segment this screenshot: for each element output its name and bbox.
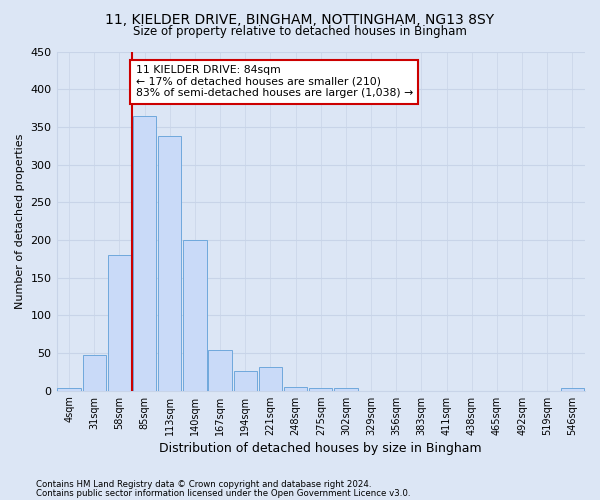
Text: Size of property relative to detached houses in Bingham: Size of property relative to detached ho… [133, 25, 467, 38]
Bar [183, 240, 206, 390]
Text: Contains HM Land Registry data © Crown copyright and database right 2024.: Contains HM Land Registry data © Crown c… [36, 480, 371, 489]
Bar [284, 387, 307, 390]
Bar [133, 116, 157, 390]
X-axis label: Distribution of detached houses by size in Bingham: Distribution of detached houses by size … [160, 442, 482, 455]
Text: 11 KIELDER DRIVE: 84sqm
← 17% of detached houses are smaller (210)
83% of semi-d: 11 KIELDER DRIVE: 84sqm ← 17% of detache… [136, 65, 413, 98]
Bar [334, 388, 358, 390]
Text: Contains public sector information licensed under the Open Government Licence v3: Contains public sector information licen… [36, 488, 410, 498]
Bar [309, 388, 332, 390]
Bar [233, 371, 257, 390]
Bar [208, 350, 232, 391]
Y-axis label: Number of detached properties: Number of detached properties [15, 134, 25, 309]
Bar [108, 255, 131, 390]
Bar [561, 388, 584, 390]
Bar [259, 366, 282, 390]
Bar [83, 354, 106, 390]
Text: 11, KIELDER DRIVE, BINGHAM, NOTTINGHAM, NG13 8SY: 11, KIELDER DRIVE, BINGHAM, NOTTINGHAM, … [106, 12, 494, 26]
Bar [158, 136, 181, 390]
Bar [58, 388, 81, 390]
